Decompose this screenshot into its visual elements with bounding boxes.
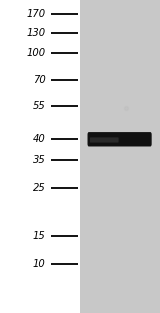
Point	[125, 105, 128, 110]
Bar	[80, 0, 160, 313]
Text: 10: 10	[33, 259, 46, 269]
Text: 40: 40	[33, 134, 46, 144]
Bar	[0, 0, 80, 313]
Text: 25: 25	[33, 183, 46, 193]
Text: 15: 15	[33, 231, 46, 241]
Text: 35: 35	[33, 155, 46, 165]
Text: 130: 130	[26, 28, 46, 38]
Text: 55: 55	[33, 101, 46, 111]
FancyBboxPatch shape	[88, 132, 152, 146]
Text: 70: 70	[33, 75, 46, 85]
FancyBboxPatch shape	[90, 137, 119, 142]
Text: 100: 100	[26, 48, 46, 58]
Text: 170: 170	[26, 9, 46, 19]
